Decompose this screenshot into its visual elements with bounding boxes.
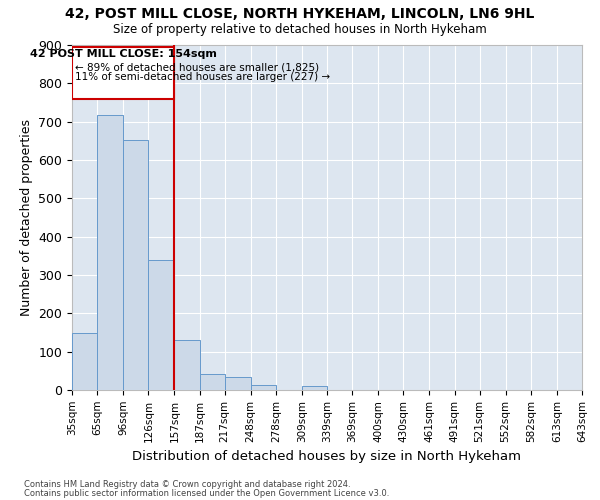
Bar bbox=[251, 386, 276, 390]
Text: Contains public sector information licensed under the Open Government Licence v3: Contains public sector information licen… bbox=[24, 488, 389, 498]
Bar bbox=[123, 140, 148, 390]
Text: 11% of semi-detached houses are larger (227) →: 11% of semi-detached houses are larger (… bbox=[74, 72, 329, 82]
Text: Contains HM Land Registry data © Crown copyright and database right 2024.: Contains HM Land Registry data © Crown c… bbox=[24, 480, 350, 489]
Bar bbox=[72, 332, 97, 390]
Bar bbox=[148, 260, 175, 390]
Bar bbox=[175, 340, 199, 390]
Bar bbox=[199, 374, 224, 390]
Bar bbox=[224, 378, 251, 390]
Bar bbox=[97, 115, 123, 390]
Text: ← 89% of detached houses are smaller (1,825): ← 89% of detached houses are smaller (1,… bbox=[74, 62, 319, 72]
Y-axis label: Number of detached properties: Number of detached properties bbox=[20, 119, 33, 316]
Bar bbox=[302, 386, 327, 390]
FancyBboxPatch shape bbox=[72, 47, 175, 98]
Text: Size of property relative to detached houses in North Hykeham: Size of property relative to detached ho… bbox=[113, 22, 487, 36]
X-axis label: Distribution of detached houses by size in North Hykeham: Distribution of detached houses by size … bbox=[133, 450, 521, 463]
Text: 42, POST MILL CLOSE, NORTH HYKEHAM, LINCOLN, LN6 9HL: 42, POST MILL CLOSE, NORTH HYKEHAM, LINC… bbox=[65, 8, 535, 22]
Text: 42 POST MILL CLOSE: 154sqm: 42 POST MILL CLOSE: 154sqm bbox=[30, 49, 217, 59]
